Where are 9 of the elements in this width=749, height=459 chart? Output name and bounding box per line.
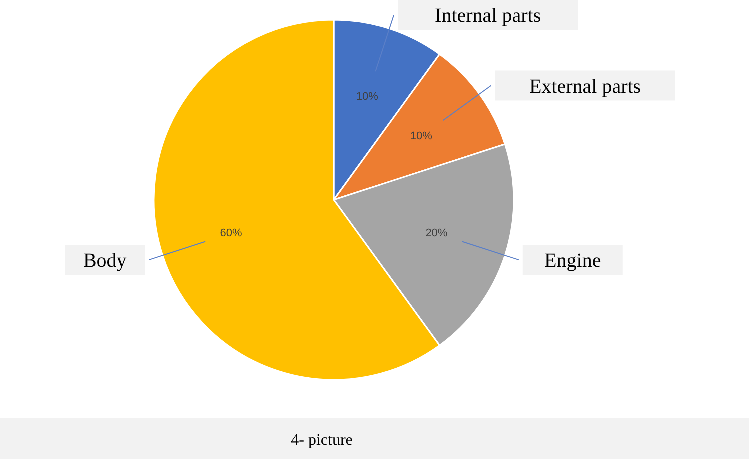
data-label: 20% (426, 227, 448, 240)
data-label: 60% (220, 227, 243, 240)
data-label: 10% (410, 130, 433, 142)
slice-label: Internal parts (435, 5, 542, 28)
slice-label: Body (83, 250, 127, 272)
text: 4- picture (291, 432, 353, 449)
slice-label: Engine (544, 250, 602, 272)
slice-label: External parts (529, 76, 642, 98)
data-label: 10% (356, 91, 379, 104)
